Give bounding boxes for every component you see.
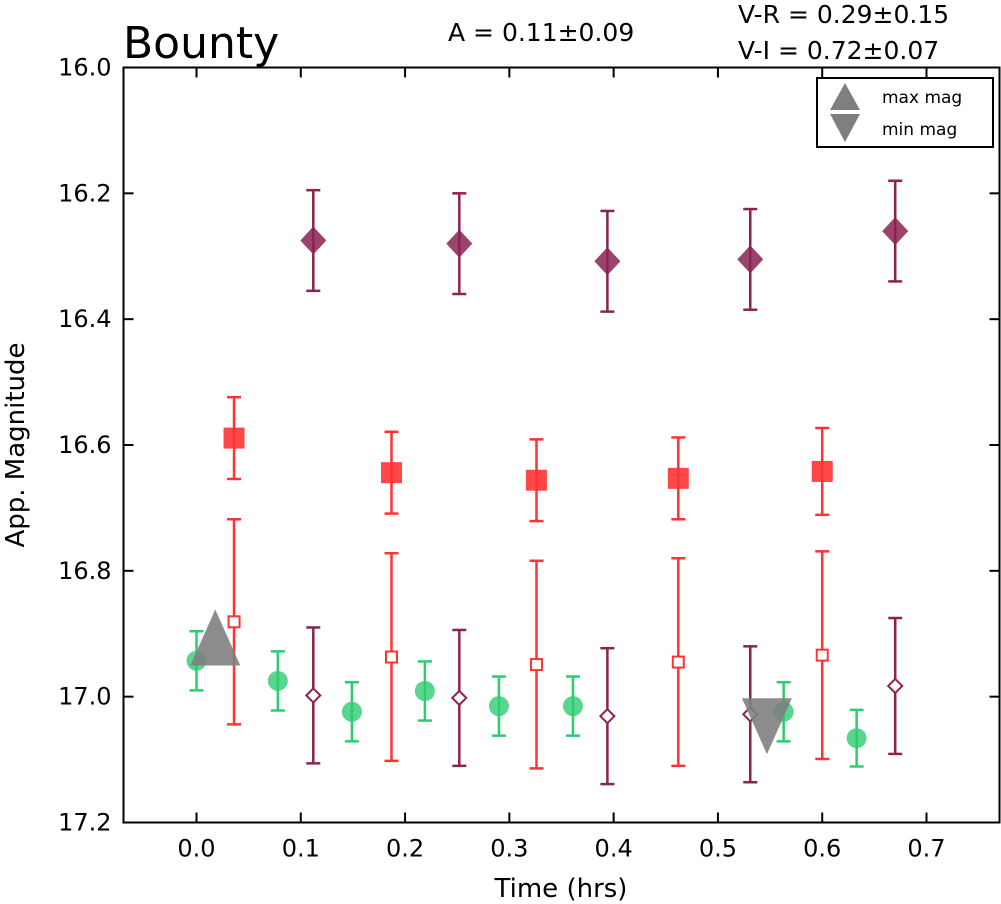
legend-max-mag-marker (830, 83, 860, 110)
series-diamond-open (304, 616, 904, 786)
open-diamond-marker (304, 686, 322, 704)
diamond-marker (737, 245, 764, 274)
x-tick-label: 0.7 (907, 835, 945, 863)
square-marker (667, 467, 689, 489)
diamond-marker (594, 247, 621, 276)
diamond-marker (300, 226, 327, 255)
open-diamond-marker (886, 677, 904, 695)
min-mag-marker (741, 698, 792, 755)
x-tick-label: 0.3 (490, 835, 528, 863)
circle-marker (341, 701, 362, 722)
x-tick-label: 0.0 (177, 835, 215, 863)
open-diamond-marker (598, 707, 616, 725)
open-square-marker (529, 658, 543, 672)
circle-marker (488, 696, 509, 717)
y-tick-label: 16.6 (58, 431, 111, 459)
series-diamond-filled (300, 179, 909, 313)
y-axis-label: App. Magnitude (1, 342, 31, 547)
x-tick-label: 0.2 (386, 835, 424, 863)
x-tick-label: 0.4 (595, 835, 633, 863)
legend-min-mag-marker (830, 114, 860, 142)
open-square-marker (227, 615, 241, 629)
square-marker (525, 469, 547, 491)
series-square-filled (223, 395, 833, 523)
y-tick-label: 16.4 (58, 305, 111, 333)
circle-marker (846, 728, 867, 749)
series-square-open (227, 517, 830, 770)
plot-area-frame (122, 66, 1001, 824)
open-square-marker (815, 648, 829, 662)
y-tick-label: 17.2 (58, 809, 111, 837)
legend: max mag min mag (816, 77, 994, 148)
square-marker (381, 462, 403, 484)
legend-max-mag-label: max mag (882, 88, 962, 108)
open-diamond-marker (450, 689, 468, 707)
square-marker (223, 427, 245, 449)
data-marks (186, 179, 909, 786)
y-tick-label: 16.0 (58, 54, 111, 82)
x-axis-label: Time (hrs) (494, 874, 628, 904)
legend-min-mag-label: min mag (882, 120, 957, 140)
max-mag-marker (190, 609, 241, 666)
y-tick-label: 17.0 (58, 683, 111, 711)
axis-ticks: 0.0 0.1 0.2 0.3 0.4 0.5 0.6 0.7 16.0 16.2 16.4 16.6… (58, 54, 1000, 863)
circle-marker (562, 696, 583, 717)
v-minus-i-stat: V-I = 0.72±0.07 (738, 36, 939, 65)
circle-marker (267, 670, 288, 691)
circle-marker (414, 681, 435, 702)
y-tick-label: 16.8 (58, 557, 111, 585)
square-marker (811, 460, 833, 482)
x-tick-label: 0.1 (282, 835, 320, 863)
open-square-marker (385, 650, 399, 664)
diamond-marker (882, 217, 909, 246)
open-square-marker (671, 655, 685, 669)
y-tick-label: 16.2 (58, 179, 111, 207)
x-tick-label: 0.5 (699, 835, 737, 863)
diamond-marker (446, 229, 473, 258)
v-minus-r-stat: V-R = 0.29±0.15 (738, 0, 949, 29)
chart-title: Bounty (123, 18, 279, 69)
x-tick-label: 0.6 (803, 835, 841, 863)
amplitude-stat: A = 0.11±0.09 (448, 18, 634, 47)
